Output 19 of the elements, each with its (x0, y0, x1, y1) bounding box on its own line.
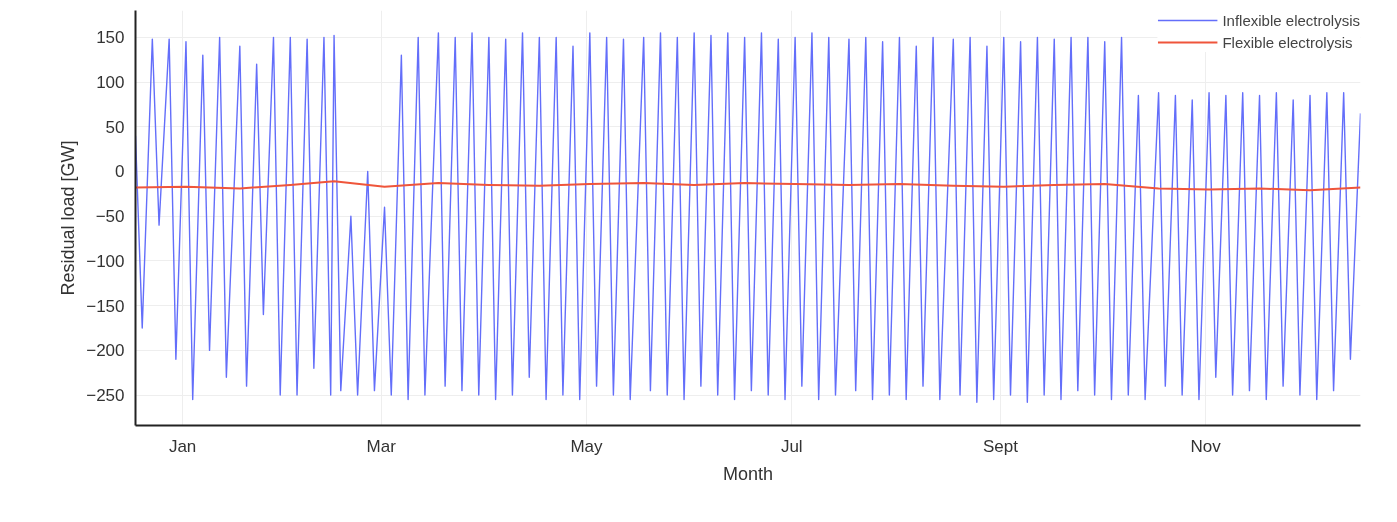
x-tick-label: Jul (780, 436, 803, 456)
y-tick-label: 0 (115, 162, 125, 182)
x-tick-label: Jan (168, 436, 197, 456)
x-axis-title: Month (722, 463, 774, 484)
y-tick-label: −50 (95, 207, 125, 227)
y-tick-label: 150 (96, 28, 125, 48)
legend-label: Flexible electrolysis (1222, 33, 1353, 51)
y-tick-label: 50 (105, 117, 125, 137)
y-tick-label: −100 (86, 251, 125, 271)
legend-label: Inflexible electrolysis (1222, 11, 1360, 29)
y-tick-label: −150 (86, 296, 125, 316)
y-tick-label: −250 (86, 386, 125, 406)
y-tick-label: −200 (86, 341, 125, 361)
x-tick-label: May (570, 436, 604, 456)
y-tick-label: 100 (96, 73, 125, 93)
x-tick-label: Nov (1190, 436, 1222, 456)
x-tick-label: Mar (366, 436, 397, 456)
x-tick-label: Sept (982, 436, 1019, 456)
y-axis-title: Residual load [GW] (58, 140, 79, 296)
